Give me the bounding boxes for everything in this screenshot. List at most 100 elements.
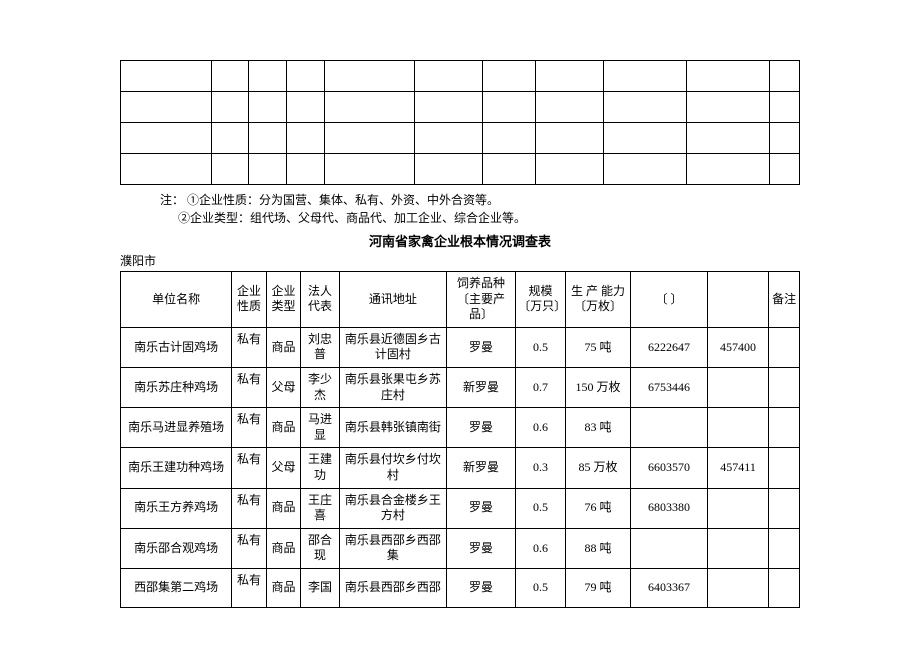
cell-type: 商品 [266,528,301,568]
header-cell: 规模〔万只〕 [516,272,566,328]
empty-cell [686,92,769,123]
empty-cell [603,61,686,92]
header-cell: 饲养品种〔主要产品〕 [447,272,516,328]
empty-row [121,154,800,185]
city-label: 濮阳市 [120,252,800,269]
cell-addr: 南乐县合金楼乡王方村 [339,488,446,528]
cell-cap: 150 万枚 [565,367,630,407]
header-cell: 法人代表 [301,272,339,328]
empty-table [120,60,800,185]
cell-cap: 85 万枚 [565,448,630,488]
table-row: 南乐王方养鸡场私有商品王庄喜南乐县合金楼乡王方村罗曼0.576 吨6803380 [121,488,800,528]
empty-cell [415,92,483,123]
cell-c10 [707,528,768,568]
notes: 注： ①企业性质：分为国营、集体、私有、外资、中外合资等。 ②企业类型：组代场、… [160,191,800,227]
empty-row [121,92,800,123]
empty-cell [603,92,686,123]
empty-row [121,61,800,92]
cell-type: 商品 [266,568,301,607]
empty-cell [603,154,686,185]
empty-cell [211,123,249,154]
table-row: 南乐苏庄种鸡场私有父母李少杰南乐县张果屯乡苏庄村新罗曼0.7150 万枚6753… [121,367,800,407]
empty-cell [415,61,483,92]
cell-addr: 南乐县付坎乡付坎村 [339,448,446,488]
empty-cell [211,92,249,123]
cell-c10 [707,568,768,607]
cell-type: 父母 [266,448,301,488]
cell-cap: 76 吨 [565,488,630,528]
cell-addr: 南乐县近德固乡古计固村 [339,327,446,367]
empty-cell [415,154,483,185]
main-table: 单位名称企业性质企业类型法人代表通讯地址饲养品种〔主要产品〕规模〔万只〕生 产 … [120,271,800,608]
empty-cell [249,123,287,154]
cell-c10: 457400 [707,327,768,367]
cell-remark [769,488,800,528]
cell-breed: 罗曼 [447,327,516,367]
empty-cell [211,154,249,185]
empty-cell [249,61,287,92]
empty-cell [324,154,415,185]
cell-scale: 0.7 [516,367,566,407]
cell-c10 [707,408,768,448]
cell-scale: 0.5 [516,568,566,607]
cell-scale: 0.5 [516,327,566,367]
cell-c10 [707,488,768,528]
notes-line2: ②企业类型：组代场、父母代、商品代、加工企业、综合企业等。 [178,211,526,225]
cell-nature: 私有 [232,488,267,528]
cell-nature: 私有 [232,367,267,407]
table-title: 河南省家禽企业根本情况调查表 [120,231,800,250]
cell-name: 南乐王方养鸡场 [121,488,232,528]
cell-scale: 0.3 [516,448,566,488]
cell-legal: 王庄喜 [301,488,339,528]
cell-breed: 罗曼 [447,488,516,528]
empty-cell [249,92,287,123]
header-cell: 备注 [769,272,800,328]
header-cell: 单位名称 [121,272,232,328]
cell-c9: 6753446 [631,367,708,407]
cell-name: 南乐王建功种鸡场 [121,448,232,488]
empty-cell [603,123,686,154]
header-cell: 生 产 能力 〔万枚〕 [565,272,630,328]
cell-legal: 李少杰 [301,367,339,407]
cell-name: 南乐马进显养殖场 [121,408,232,448]
empty-cell [483,61,536,92]
cell-c9: 6403367 [631,568,708,607]
notes-prefix: 注： [160,193,184,207]
cell-remark [769,367,800,407]
cell-cap: 79 吨 [565,568,630,607]
cell-breed: 罗曼 [447,528,516,568]
empty-cell [686,123,769,154]
empty-cell [286,61,324,92]
cell-breed: 新罗曼 [447,448,516,488]
cell-c9: 6603570 [631,448,708,488]
cell-nature: 私有 [232,327,267,367]
cell-c9 [631,408,708,448]
cell-c9: 6222647 [631,327,708,367]
empty-cell [483,123,536,154]
cell-scale: 0.6 [516,528,566,568]
cell-remark [769,568,800,607]
cell-cap: 88 吨 [565,528,630,568]
empty-cell [769,154,799,185]
cell-c9: 6803380 [631,488,708,528]
cell-addr: 南乐县张果屯乡苏庄村 [339,367,446,407]
cell-name: 南乐苏庄种鸡场 [121,367,232,407]
cell-legal: 邵合现 [301,528,339,568]
header-cell [707,272,768,328]
cell-name: 西邵集第二鸡场 [121,568,232,607]
empty-cell [535,61,603,92]
empty-cell [324,92,415,123]
empty-cell [286,92,324,123]
empty-cell [121,123,212,154]
empty-cell [686,61,769,92]
empty-cell [249,154,287,185]
cell-c10: 457411 [707,448,768,488]
cell-type: 商品 [266,327,301,367]
empty-cell [769,61,799,92]
empty-cell [121,61,212,92]
cell-nature: 私有 [232,408,267,448]
cell-name: 南乐古计固鸡场 [121,327,232,367]
header-cell: 〔 〕 [631,272,708,328]
empty-cell [769,123,799,154]
cell-scale: 0.5 [516,488,566,528]
